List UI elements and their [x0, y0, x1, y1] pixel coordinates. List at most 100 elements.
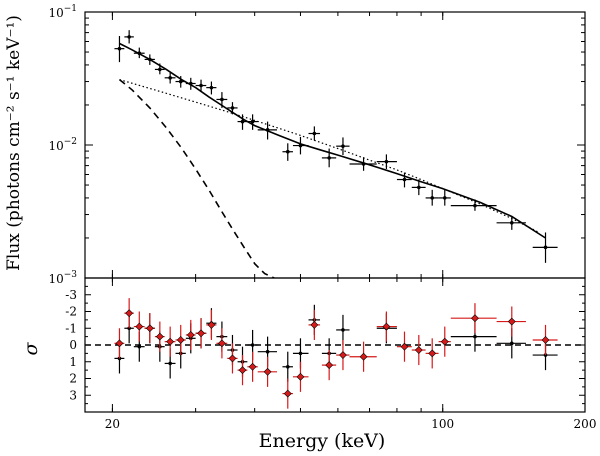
red-residual-point	[438, 326, 451, 357]
flux-data-point	[321, 148, 337, 168]
diamond-marker	[382, 322, 391, 331]
data-marker	[148, 57, 152, 62]
red-residual-point	[376, 311, 397, 342]
model-power-law-curve	[119, 79, 540, 234]
diamond-marker	[115, 339, 124, 348]
flux-data-point	[496, 216, 526, 230]
flux-axis-label: Flux (photons cm⁻² s⁻¹ keV⁻¹)	[4, 15, 24, 271]
red-residual-point	[282, 378, 293, 409]
flux-data-point	[396, 172, 412, 188]
data-marker	[265, 349, 270, 354]
diamond-marker	[541, 336, 550, 344]
data-marker	[298, 143, 303, 148]
data-marker	[417, 185, 421, 190]
red-residual-point	[124, 298, 134, 329]
red-residual-point	[425, 338, 439, 369]
diamond-marker	[155, 332, 164, 341]
diamond-marker	[145, 324, 154, 333]
diamond-marker	[414, 346, 423, 354]
data-marker	[298, 351, 303, 356]
flux-panel: 10−3 10−2 10−1	[48, 4, 586, 286]
flux-data-point	[349, 157, 377, 171]
red-residual-point	[206, 309, 217, 340]
diamond-marker	[248, 362, 257, 371]
data-marker	[158, 67, 162, 72]
x-tick-label: 200	[574, 417, 597, 431]
flux-data-point	[336, 137, 350, 156]
flux-data-point	[376, 154, 397, 170]
data-marker	[137, 51, 142, 56]
flux-data-point	[154, 63, 165, 75]
diamond-marker	[400, 342, 409, 351]
data-marker	[509, 341, 514, 346]
red-residual-point	[237, 355, 248, 386]
data-marker	[230, 106, 235, 110]
data-marker	[402, 177, 407, 182]
diamond-marker	[125, 309, 134, 318]
sigma-tick-label: 0	[69, 338, 77, 352]
diamond-marker	[471, 314, 479, 323]
diamond-marker	[263, 367, 272, 376]
flux-data-point	[195, 79, 207, 93]
diamond-marker	[228, 354, 237, 363]
red-residual-point	[349, 341, 377, 372]
data-marker	[188, 81, 193, 86]
diamond-marker	[428, 349, 437, 358]
red-residual-point	[450, 303, 497, 334]
flux-data-point	[206, 81, 217, 95]
sigma-tick-label: 2	[69, 372, 77, 386]
y-tick-label: 10−1	[48, 4, 77, 20]
data-marker	[430, 196, 435, 200]
diamond-marker	[325, 361, 334, 370]
diamond-marker	[507, 317, 516, 326]
data-marker	[220, 97, 224, 102]
flux-data-point	[425, 189, 439, 206]
flux-data-point	[532, 232, 558, 263]
data-marker	[168, 76, 172, 80]
red-residual-point	[396, 331, 412, 362]
sigma-tick-label: 1	[69, 355, 77, 369]
red-residual-point	[144, 313, 155, 344]
red-residual-point	[321, 350, 337, 381]
data-marker	[442, 196, 447, 200]
data-marker	[509, 221, 514, 225]
data-marker	[117, 46, 122, 51]
data-marker	[473, 334, 477, 339]
diamond-marker	[339, 351, 347, 359]
data-marker	[384, 159, 389, 164]
diamond-marker	[310, 320, 319, 329]
flux-data-point	[308, 126, 321, 141]
red-residual-point	[114, 328, 125, 359]
flux-data-point	[292, 136, 309, 155]
y-tick-label: 10−3	[48, 270, 77, 286]
red-residual-point	[292, 361, 309, 392]
flux-data-point	[216, 92, 228, 108]
red-residual-point	[216, 328, 228, 359]
diamond-marker	[238, 366, 247, 375]
x-tick-label: 20	[105, 417, 120, 431]
diamond-marker	[359, 352, 368, 361]
flux-data-point	[282, 143, 293, 161]
sigma-tick-label: -2	[65, 305, 77, 319]
diamond-marker	[186, 331, 195, 339]
flux-data-point	[411, 179, 426, 196]
black-residual-point	[282, 351, 293, 382]
red-residual-point	[496, 306, 526, 337]
red-residual-point	[336, 339, 350, 371]
flux-data-point	[227, 102, 238, 115]
data-marker	[341, 328, 345, 332]
flux-data-point	[237, 114, 248, 130]
red-residual-point	[227, 343, 238, 374]
data-marker	[473, 203, 477, 208]
red-residual-point	[257, 356, 278, 387]
data-marker	[250, 343, 255, 347]
red-residual-point	[175, 324, 186, 356]
diamond-marker	[197, 329, 205, 338]
diamond-marker	[207, 320, 216, 329]
data-marker	[199, 83, 203, 88]
flux-data-point	[124, 30, 134, 44]
energy-axis-label: Energy (keV)	[259, 430, 386, 452]
flux-data-point	[175, 76, 186, 88]
flux-data-point	[114, 36, 125, 63]
